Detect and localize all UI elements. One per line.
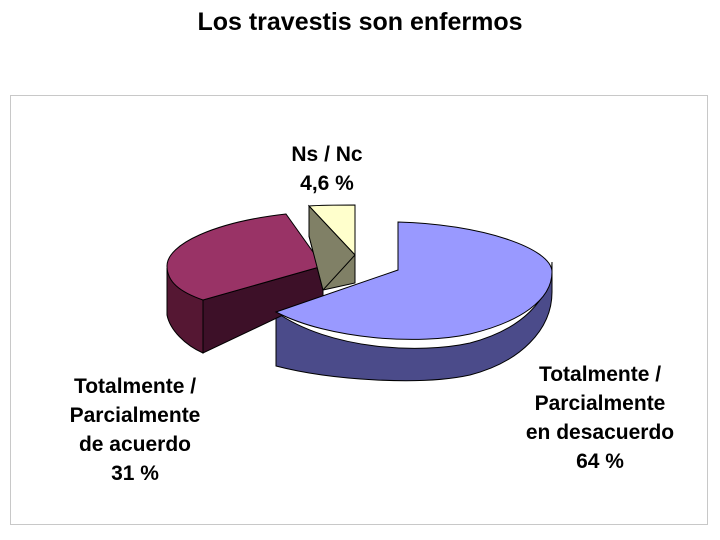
label-desacuerdo-line3: en desacuerdo (525, 421, 675, 444)
label-acuerdo: Totalmente / Parcialmente de acuerdo 31 … (45, 372, 225, 488)
label-nsnc: Ns / Nc 4,6 % (262, 140, 392, 198)
label-desacuerdo-line1: Totalmente / (538, 363, 662, 386)
slice-nsnc-front (308, 204, 356, 292)
label-acuerdo-line3: de acuerdo (78, 433, 192, 456)
label-acuerdo-line1: Totalmente / (73, 375, 197, 398)
label-desacuerdo: Totalmente / Parcialmente en desacuerdo … (500, 360, 700, 476)
label-desacuerdo-line2: Parcialmente (534, 392, 666, 415)
label-nsnc-value: 4,6 % (300, 172, 354, 195)
slice-acuerdo-top (166, 213, 324, 301)
slice-desacuerdo-top (274, 221, 553, 340)
label-desacuerdo-value: 64 % (576, 450, 624, 473)
label-acuerdo-line2: Parcialmente (69, 404, 201, 427)
label-nsnc-line1: Ns / Nc (291, 143, 363, 166)
label-acuerdo-value: 31 % (111, 462, 159, 485)
slice-desacuerdo-side (275, 261, 553, 382)
chart-title: Los travestis son enfermos (197, 8, 523, 36)
chart-plot-area (10, 95, 708, 525)
